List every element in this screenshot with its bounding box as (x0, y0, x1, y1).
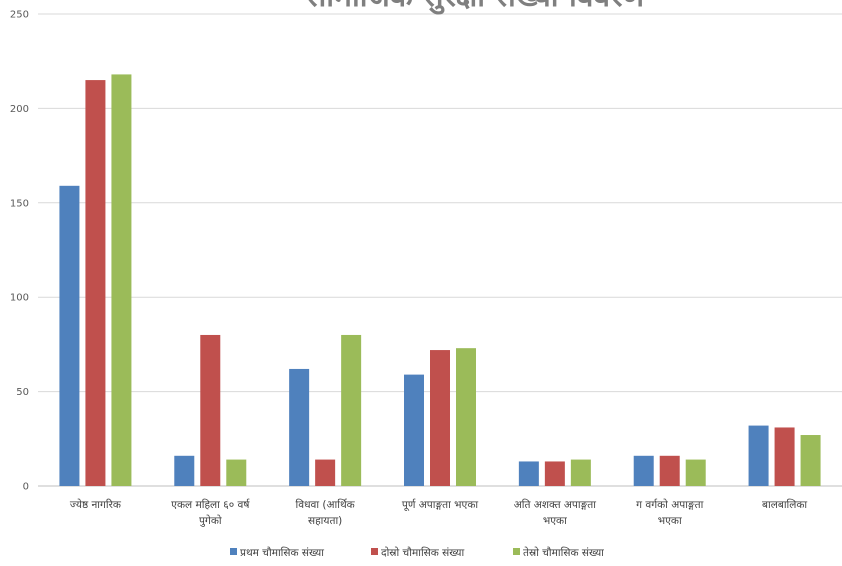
bar (59, 185, 80, 487)
y-tick-label: 250 (10, 10, 29, 21)
legend: प्रथम चौमासिक संख्या दोस्रो चौमासिक संख्य… (230, 546, 604, 559)
legend-swatch (513, 548, 520, 555)
bar (518, 461, 539, 486)
bar (226, 459, 247, 486)
bar (748, 425, 769, 486)
x-category-label: बालबालिका (762, 498, 807, 511)
bar (315, 459, 336, 486)
y-tick-label: 200 (10, 104, 29, 115)
legend-swatch (230, 548, 237, 555)
bars (59, 74, 821, 487)
bar (289, 368, 310, 486)
y-tick-label: 0 (23, 482, 29, 493)
y-tick-label: 100 (10, 293, 29, 304)
legend-label: प्रथम चौमासिक संख्या (240, 546, 324, 559)
bar (685, 459, 706, 486)
bar (544, 461, 565, 486)
y-tick-label: 50 (16, 387, 29, 398)
bar (659, 455, 680, 486)
bar (800, 435, 821, 486)
x-category-label: भएका (543, 515, 567, 527)
bar (341, 334, 362, 486)
x-category-label: सहायता) (308, 515, 342, 527)
bar (174, 455, 195, 486)
legend-swatch (371, 548, 378, 555)
bar (633, 455, 654, 486)
x-category-label: अति अशक्त अपाङ्गता (514, 498, 597, 511)
gridlines (38, 13, 842, 487)
bar (85, 80, 106, 486)
x-category-label: ज्येष्ठ नागरिक (70, 498, 122, 511)
chart-title: सामाजिक सुरक्षा संख्या विवरण (305, 0, 645, 15)
bar (200, 334, 221, 486)
bar (111, 74, 132, 486)
x-category-label: विधवा (आर्थिक (296, 498, 356, 511)
legend-label: तेस्रो चौमासिक संख्या (523, 546, 604, 559)
x-category-label: भएका (658, 515, 682, 527)
bar (430, 350, 450, 486)
legend-label: दोस्रो चौमासिक संख्या (381, 546, 464, 559)
y-tick-label: 150 (10, 198, 29, 209)
bar (774, 427, 795, 486)
y-axis-ticks: 0 50 100 150 200 250 (10, 10, 29, 493)
x-axis-categories: ज्येष्ठ नागरिक एकल महिला ६० वर्ष पुगेको विध… (70, 498, 808, 527)
bar (570, 459, 591, 486)
x-category-label: पुगेको (199, 514, 222, 527)
x-category-label: एकल महिला ६० वर्ष (171, 498, 250, 511)
bar (404, 374, 424, 486)
x-category-label: पूर्ण अपाङ्गता भएका (402, 498, 479, 511)
x-category-label: ग वर्गको अपाङ्गता (636, 498, 703, 511)
bar (456, 348, 476, 486)
